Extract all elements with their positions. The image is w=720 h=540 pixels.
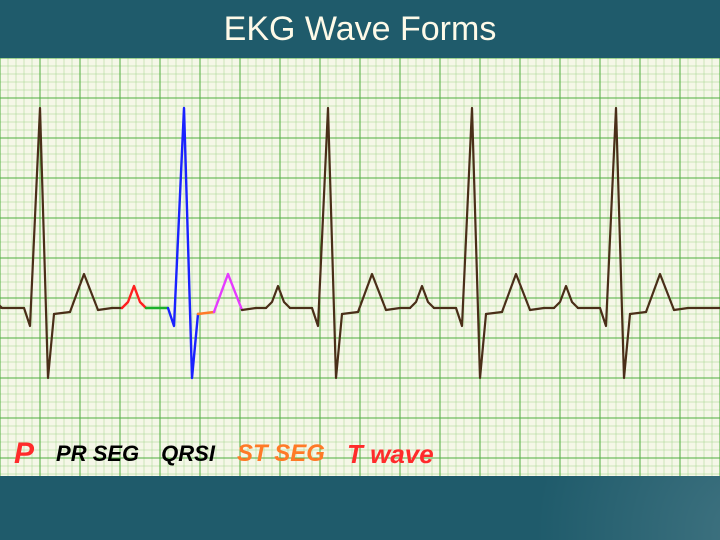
title-bar: EKG Wave Forms xyxy=(0,0,720,58)
label-qrsi: QRSI xyxy=(161,441,215,467)
ekg-svg xyxy=(0,58,720,476)
slide: EKG Wave Forms P PR SEG QRSI ST SEG T wa… xyxy=(0,0,720,540)
ekg-chart xyxy=(0,58,720,476)
label-t-wave: T wave xyxy=(347,439,434,470)
segment-labels: P PR SEG QRSI ST SEG T wave xyxy=(0,432,720,476)
page-title: EKG Wave Forms xyxy=(224,10,497,49)
corner-decoration xyxy=(360,476,720,540)
label-p: P xyxy=(14,437,34,471)
bottom-bar xyxy=(0,476,720,540)
label-st-seg: ST SEG xyxy=(237,440,325,468)
label-pr-seg: PR SEG xyxy=(56,441,139,467)
